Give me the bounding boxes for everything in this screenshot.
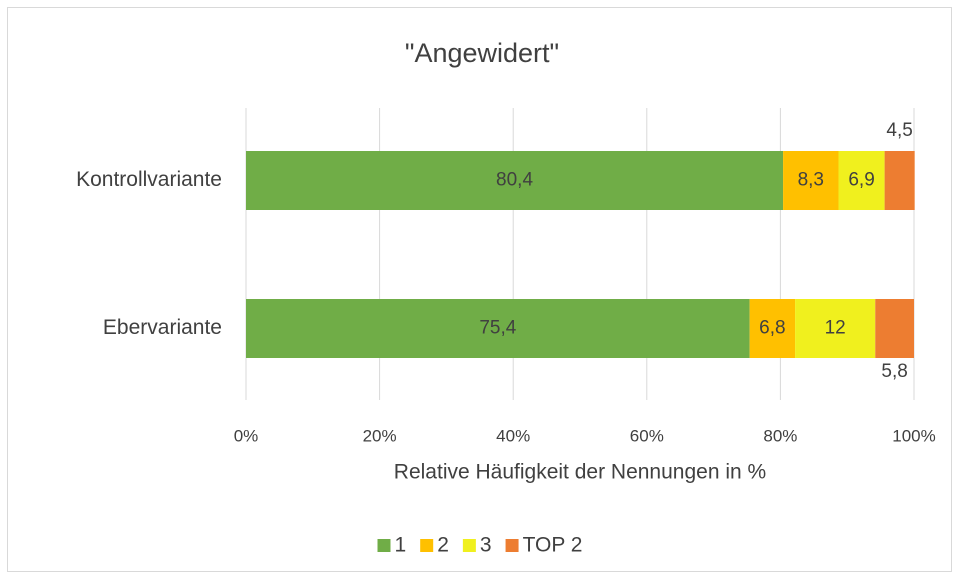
legend-swatch xyxy=(377,539,391,552)
legend-swatch xyxy=(420,539,434,552)
x-tick-label: 0% xyxy=(234,426,259,445)
x-tick-label: 20% xyxy=(363,426,397,445)
x-tick-label: 80% xyxy=(763,426,797,445)
data-label: 5,8 xyxy=(881,361,907,382)
bar-segment xyxy=(875,299,914,358)
chart-frame xyxy=(7,7,952,572)
data-label: 8,3 xyxy=(798,170,824,191)
legend-label: TOP 2 xyxy=(523,534,583,557)
legend-label: 3 xyxy=(480,534,492,557)
data-label: 6,9 xyxy=(848,170,874,191)
bar-segment xyxy=(749,299,796,358)
data-label: 6,8 xyxy=(759,318,785,339)
bar-segment xyxy=(795,299,876,358)
x-axis-title: Relative Häufigkeit der Nennungen in % xyxy=(394,461,766,484)
bar-segment xyxy=(783,151,839,210)
data-label: 75,4 xyxy=(479,318,516,339)
bar-segment xyxy=(838,151,885,210)
x-tick-label: 60% xyxy=(630,426,664,445)
data-label: 80,4 xyxy=(496,170,533,191)
legend-label: 2 xyxy=(437,534,449,557)
legend-swatch xyxy=(505,539,519,552)
data-label: 12 xyxy=(825,318,846,339)
data-label: 4,5 xyxy=(886,120,912,141)
y-tick-label: Kontrollvariante xyxy=(76,168,222,191)
legend-swatch xyxy=(462,539,476,552)
bar-segment xyxy=(246,151,784,210)
legend-label: 1 xyxy=(395,534,407,557)
chart-title: "Angewidert" xyxy=(405,38,559,68)
bar-segment xyxy=(884,151,915,210)
bar-segment xyxy=(246,299,750,358)
y-tick-label: Ebervariante xyxy=(103,316,222,339)
x-tick-label: 100% xyxy=(892,426,935,445)
x-tick-label: 40% xyxy=(496,426,530,445)
